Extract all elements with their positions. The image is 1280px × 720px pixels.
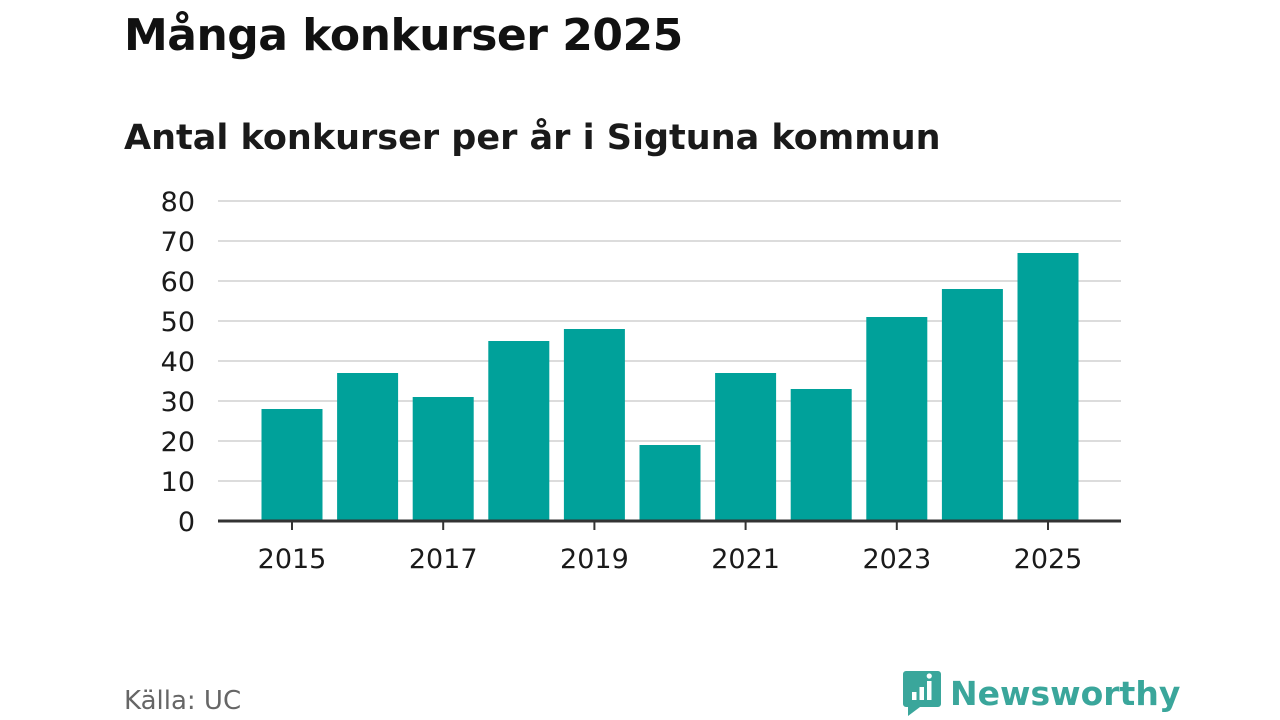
x-tick-label-2015: 2015 bbox=[258, 544, 327, 575]
y-tick-label-0: 0 bbox=[178, 507, 195, 538]
bar-2016 bbox=[337, 373, 399, 521]
bar-2022 bbox=[790, 389, 852, 521]
bars bbox=[261, 253, 1079, 521]
chart-subtitle: Antal konkurser per år i Sigtuna kommun bbox=[124, 118, 941, 158]
y-axis-ticks: 0 10 20 30 40 50 60 70 80 bbox=[161, 187, 195, 538]
bar-2025 bbox=[1017, 253, 1079, 521]
x-tick-label-2025: 2025 bbox=[1014, 544, 1083, 575]
bar-2017 bbox=[412, 397, 474, 521]
x-axis: 2015 2017 2019 2021 2023 2025 bbox=[218, 519, 1121, 575]
y-tick-label-10: 10 bbox=[161, 467, 195, 498]
y-tick-label-50: 50 bbox=[161, 307, 195, 338]
brand-logo[interactable]: Newsworthy bbox=[902, 669, 1180, 717]
y-tick-label-60: 60 bbox=[161, 267, 195, 298]
y-tick-label-70: 70 bbox=[161, 227, 195, 258]
bar-2015 bbox=[261, 409, 323, 521]
newsworthy-logo-icon bbox=[903, 671, 941, 716]
bar-2019 bbox=[563, 329, 625, 521]
bar-2024 bbox=[941, 289, 1003, 521]
x-tick-label-2017: 2017 bbox=[409, 544, 478, 575]
bar-2023 bbox=[866, 317, 928, 521]
y-tick-label-80: 80 bbox=[161, 187, 195, 218]
brand-name: Newsworthy bbox=[950, 673, 1181, 713]
x-tick-label-2023: 2023 bbox=[862, 544, 931, 575]
chart-title: Många konkurser 2025 bbox=[124, 10, 683, 61]
y-tick-label-20: 20 bbox=[161, 427, 195, 458]
source-note: Källa: UC bbox=[124, 686, 242, 716]
x-tick-label-2021: 2021 bbox=[711, 544, 780, 575]
bar-2021 bbox=[715, 373, 777, 521]
x-tick-label-2019: 2019 bbox=[560, 544, 629, 575]
bar-2018 bbox=[488, 341, 550, 521]
bar-2020 bbox=[639, 445, 701, 521]
y-tick-label-40: 40 bbox=[161, 347, 195, 378]
y-tick-label-30: 30 bbox=[161, 387, 195, 418]
